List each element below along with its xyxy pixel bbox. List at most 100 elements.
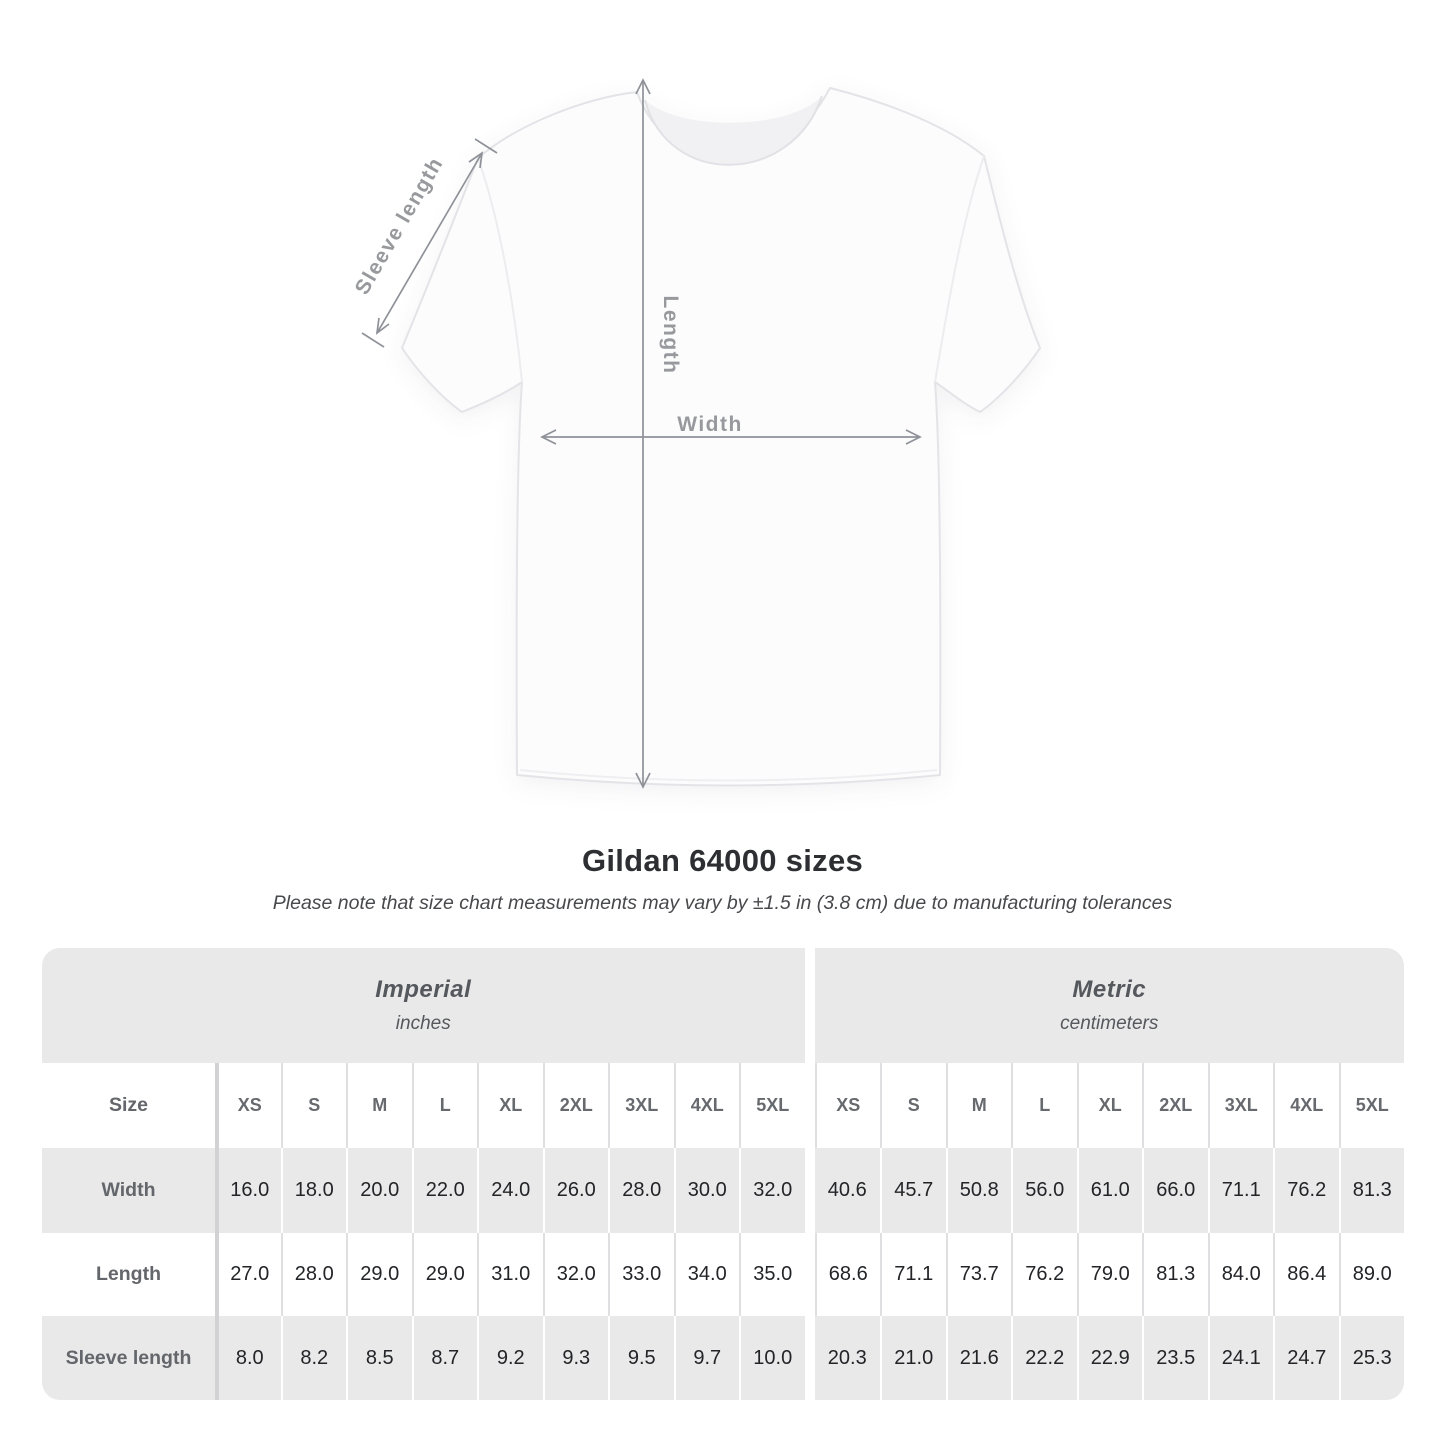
table-cell-metric: 40.6 xyxy=(814,1148,880,1233)
table-cell-imperial: 35.0 xyxy=(739,1233,805,1316)
metric-size-col-M: M xyxy=(945,1063,1011,1148)
size-table: Imperial inches Metric centimeters Size X… xyxy=(42,948,1404,1400)
table-cell-imperial: 22.0 xyxy=(411,1148,477,1233)
table-cell-metric: 81.3 xyxy=(1142,1233,1208,1316)
page-title: Gildan 64000 sizes xyxy=(581,843,864,878)
table-cell-imperial: 32.0 xyxy=(739,1148,805,1233)
table-cell-imperial: 9.5 xyxy=(608,1316,674,1400)
table-cell-imperial: 32.0 xyxy=(542,1233,608,1316)
table-cell-imperial: 9.2 xyxy=(477,1316,543,1400)
table-cell-metric: 20.3 xyxy=(814,1316,880,1400)
section-gap xyxy=(804,1063,815,1148)
table-cell-metric: 81.3 xyxy=(1338,1148,1404,1233)
width-arrow xyxy=(540,429,922,445)
table-cell-imperial: 33.0 xyxy=(608,1233,674,1316)
hem-seam xyxy=(519,769,938,782)
table-cell-metric: 86.4 xyxy=(1273,1233,1339,1316)
imperial-size-col-M: M xyxy=(346,1063,412,1148)
section-gap xyxy=(804,1316,815,1400)
collar-seam xyxy=(644,95,823,166)
table-cell-imperial: 8.2 xyxy=(280,1316,346,1400)
imperial-size-col-3XL: 3XL xyxy=(608,1063,674,1148)
table-cell-imperial: 24.0 xyxy=(477,1148,543,1233)
imperial-size-col-XS: XS xyxy=(215,1063,281,1148)
table-cell-imperial: 8.7 xyxy=(411,1316,477,1400)
table-cell-imperial: 27.0 xyxy=(215,1233,281,1316)
imperial-size-col-L: L xyxy=(411,1063,477,1148)
tshirt-svg: Sleeve length Length Width xyxy=(351,78,1041,789)
table-cell-imperial: 20.0 xyxy=(346,1148,412,1233)
table-cell-imperial: 28.0 xyxy=(280,1233,346,1316)
imperial-size-col-5XL: 5XL xyxy=(739,1063,805,1148)
table-cell-metric: 24.1 xyxy=(1207,1316,1273,1400)
metric-size-col-3XL: 3XL xyxy=(1207,1063,1273,1148)
table-cell-imperial: 9.3 xyxy=(542,1316,608,1400)
section-gap xyxy=(804,1233,815,1316)
tshirt-measurement-diagram: Sleeve length Length Width xyxy=(350,60,1090,820)
table-cell-metric: 24.7 xyxy=(1273,1316,1339,1400)
imperial-header: Imperial inches xyxy=(42,948,805,1063)
table-cell-imperial: 34.0 xyxy=(673,1233,739,1316)
table-cell-imperial: 8.0 xyxy=(215,1316,281,1400)
row-label: Width xyxy=(42,1148,215,1233)
table-cell-imperial: 29.0 xyxy=(346,1233,412,1316)
table-cell-imperial: 26.0 xyxy=(542,1148,608,1233)
imperial-header-unit: inches xyxy=(395,1013,451,1034)
table-cell-metric: 66.0 xyxy=(1142,1148,1208,1233)
table-cell-metric: 79.0 xyxy=(1076,1233,1142,1316)
table-cell-imperial: 29.0 xyxy=(411,1233,477,1316)
metric-size-col-5XL: 5XL xyxy=(1338,1063,1404,1148)
left-sleeve-seam xyxy=(477,157,523,383)
table-cell-imperial: 10.0 xyxy=(739,1316,805,1400)
length-arrow xyxy=(635,78,651,789)
metric-header-unit: centimeters xyxy=(1060,1013,1159,1034)
length-label: Length xyxy=(659,296,682,375)
metric-size-col-4XL: 4XL xyxy=(1273,1063,1339,1148)
table-cell-metric: 22.2 xyxy=(1011,1316,1077,1400)
table-cell-metric: 23.5 xyxy=(1142,1316,1208,1400)
table-cell-imperial: 30.0 xyxy=(673,1148,739,1233)
collar-inside xyxy=(645,96,822,165)
metric-size-col-2XL: 2XL xyxy=(1142,1063,1208,1148)
section-gap xyxy=(804,1148,815,1233)
size-row-label: Size xyxy=(42,1063,215,1148)
right-sleeve-seam xyxy=(934,155,985,383)
table-cell-imperial: 18.0 xyxy=(280,1148,346,1233)
table-cell-imperial: 31.0 xyxy=(477,1233,543,1316)
table-cell-imperial: 16.0 xyxy=(215,1148,281,1233)
imperial-size-col-4XL: 4XL xyxy=(673,1063,739,1148)
table-cell-metric: 71.1 xyxy=(880,1233,946,1316)
table-cell-metric: 25.3 xyxy=(1338,1316,1404,1400)
imperial-header-title: Imperial xyxy=(375,976,472,1003)
table-cell-metric: 22.9 xyxy=(1076,1316,1142,1400)
table-cell-imperial: 9.7 xyxy=(673,1316,739,1400)
table-cell-metric: 84.0 xyxy=(1207,1233,1273,1316)
imperial-size-col-S: S xyxy=(280,1063,346,1148)
table-cell-imperial: 28.0 xyxy=(608,1148,674,1233)
table-cell-metric: 71.1 xyxy=(1207,1148,1273,1233)
width-label: Width xyxy=(677,413,743,436)
table-cell-metric: 45.7 xyxy=(880,1148,946,1233)
table-cell-metric: 73.7 xyxy=(945,1233,1011,1316)
table-cell-metric: 76.2 xyxy=(1273,1148,1339,1233)
table-cell-metric: 68.6 xyxy=(814,1233,880,1316)
row-label: Length xyxy=(42,1233,215,1316)
row-label: Sleeve length xyxy=(42,1316,215,1400)
table-cell-metric: 50.8 xyxy=(945,1148,1011,1233)
table-cell-imperial: 8.5 xyxy=(346,1316,412,1400)
metric-size-col-S: S xyxy=(880,1063,946,1148)
table-cell-metric: 76.2 xyxy=(1011,1233,1077,1316)
table-cell-metric: 21.0 xyxy=(880,1316,946,1400)
metric-header: Metric centimeters xyxy=(814,948,1404,1063)
tolerance-note: Please note that size chart measurements… xyxy=(272,892,1173,914)
table-cell-metric: 89.0 xyxy=(1338,1233,1404,1316)
imperial-size-col-2XL: 2XL xyxy=(542,1063,608,1148)
sleeve-arrow xyxy=(361,138,498,348)
metric-header-title: Metric xyxy=(1072,976,1147,1003)
metric-size-col-XL: XL xyxy=(1076,1063,1142,1148)
metric-size-col-XS: XS xyxy=(814,1063,880,1148)
imperial-size-col-XL: XL xyxy=(477,1063,543,1148)
table-cell-metric: 61.0 xyxy=(1076,1148,1142,1233)
metric-size-col-L: L xyxy=(1011,1063,1077,1148)
table-cell-metric: 21.6 xyxy=(945,1316,1011,1400)
